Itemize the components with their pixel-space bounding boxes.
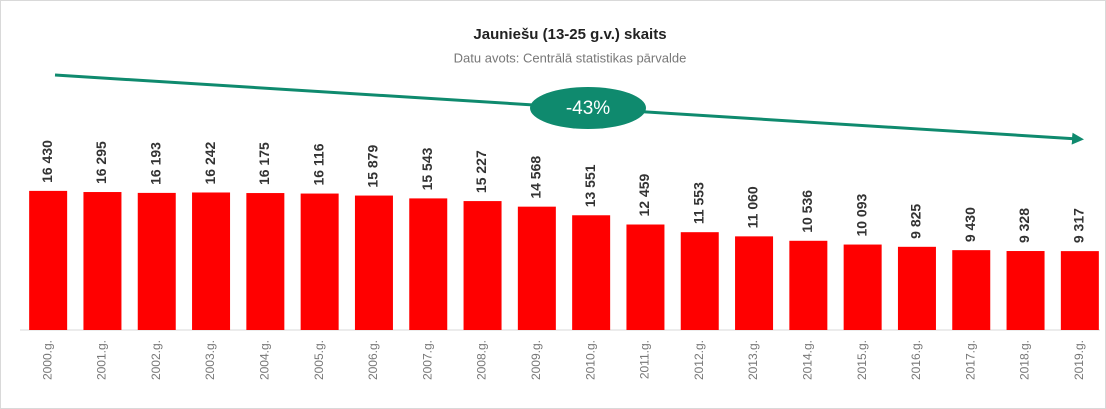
bar [626, 224, 665, 330]
bar [680, 232, 719, 330]
bar [137, 192, 176, 330]
value-label: 16 430 [39, 140, 55, 183]
bar [300, 193, 339, 330]
value-label: 13 551 [582, 164, 598, 207]
bar [735, 236, 774, 330]
bar [246, 193, 285, 330]
value-label: 16 295 [93, 141, 109, 184]
bar [843, 244, 882, 330]
value-label: 16 175 [256, 142, 272, 185]
x-tick-label: 2019.g. [1072, 340, 1086, 380]
value-label: 11 060 [745, 186, 761, 228]
bar [409, 198, 448, 330]
annotation-badge [530, 87, 646, 129]
bar [192, 192, 231, 330]
x-tick-label: 2018.g. [1018, 340, 1032, 380]
value-label: 10 536 [799, 190, 815, 233]
value-label: 9 825 [908, 204, 924, 239]
bar [572, 215, 611, 330]
x-tick-label: 2007.g. [420, 340, 434, 380]
value-label: 10 093 [853, 194, 869, 237]
x-tick-label: 2015.g. [855, 340, 869, 380]
bar [463, 201, 502, 330]
x-tick-label: 2012.g. [692, 340, 706, 380]
chart-title: Jauniešu (13-25 g.v.) skaits [473, 26, 666, 43]
value-label: 15 227 [473, 150, 489, 193]
value-label: 16 242 [202, 141, 218, 184]
x-tick-label: 2016.g. [909, 340, 923, 380]
value-label: 11 553 [690, 182, 706, 224]
x-tick-label: 2009.g. [529, 340, 543, 380]
x-tick-label: 2000.g. [40, 340, 54, 380]
x-tick-label: 2006.g. [366, 340, 380, 380]
value-label: 15 879 [365, 145, 381, 188]
bar [952, 250, 991, 330]
value-label: 9 317 [1071, 208, 1087, 243]
x-tick-label: 2001.g. [95, 340, 109, 380]
x-tick-label: 2014.g. [801, 340, 815, 380]
value-label: 9 430 [962, 207, 978, 242]
value-label: 15 543 [419, 147, 435, 190]
value-label: 16 116 [310, 143, 326, 185]
bar [789, 240, 828, 330]
annotation: -43% [566, 98, 610, 119]
x-tick-label: 2002.g. [149, 340, 163, 380]
x-tick-label: 2017.g. [963, 340, 977, 380]
x-tick-label: 2003.g. [203, 340, 217, 380]
bar [29, 190, 68, 330]
bar [897, 246, 936, 330]
bar [1006, 251, 1045, 330]
bar [83, 192, 122, 330]
x-tick-label: 2013.g. [746, 340, 760, 380]
value-label: 14 568 [528, 156, 544, 199]
chart-subtitle: Datu avots: Centrālā statistikas pārvald… [454, 50, 687, 65]
x-tick-label: 2004.g. [258, 340, 272, 380]
bar [354, 195, 393, 330]
value-label: 12 459 [636, 173, 652, 216]
value-label: 9 328 [1016, 208, 1032, 243]
x-tick-label: 2005.g. [312, 340, 326, 380]
x-tick-label: 2011.g. [638, 340, 652, 379]
x-tick-label: 2008.g. [475, 340, 489, 380]
bar [517, 206, 556, 330]
x-tick-label: 2010.g. [583, 340, 597, 380]
bar [1060, 251, 1099, 330]
value-label: 16 193 [147, 142, 163, 185]
